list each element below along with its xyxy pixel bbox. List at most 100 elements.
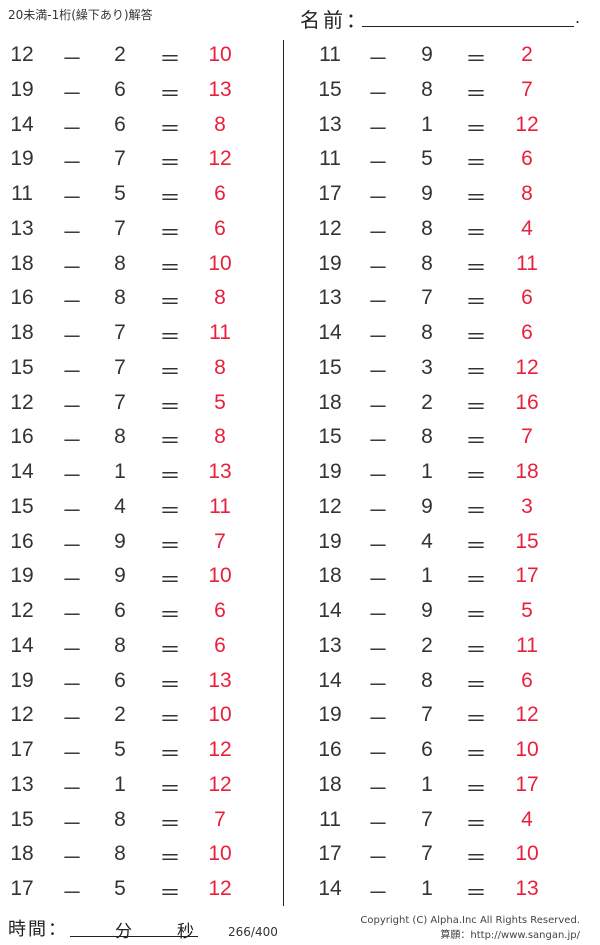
problem-row: 16 － 6 ＝ 10 [0, 738, 538, 772]
problem-row: 18 － 1 ＝ 17 [0, 564, 538, 598]
subtrahend: 3 [421, 355, 433, 379]
minuend: 17 [10, 738, 34, 761]
subtrahend: 7 [114, 321, 126, 344]
problem-row: 17 － 5 ＝ 12 [0, 738, 290, 772]
minus-sign: － [367, 48, 389, 71]
answer: 12 [515, 112, 539, 136]
equals-sign: ＝ [159, 430, 181, 454]
problem-row: 15 － 8 ＝ 7 [0, 425, 533, 459]
minus-sign: － [367, 882, 389, 905]
subtrahend: 6 [114, 668, 126, 692]
subtrahend: 1 [421, 564, 433, 588]
time-line [70, 936, 198, 937]
problem-row: 19 － 6 ＝ 13 [0, 78, 290, 112]
problem-row: 18 － 8 ＝ 10 [0, 842, 290, 876]
name-line [362, 26, 574, 27]
answer: 8 [214, 355, 226, 379]
answer: 12 [208, 772, 232, 796]
problem-row: 14 － 8 ＝ 6 [0, 669, 533, 703]
equals-sign: ＝ [465, 430, 487, 454]
subtrahend: 9 [421, 43, 433, 66]
subtrahend: 6 [114, 599, 126, 622]
minuend: 15 [318, 425, 342, 449]
minus-sign: － [367, 708, 389, 732]
answer: 7 [521, 77, 533, 101]
problem-row: 12 － 8 ＝ 4 [0, 217, 533, 251]
answer: 11 [516, 633, 538, 657]
minuend: 18 [318, 390, 342, 414]
minuend: 12 [10, 43, 34, 66]
equals-sign: ＝ [159, 395, 181, 419]
equals-sign: ＝ [159, 604, 181, 627]
answer: 18 [515, 460, 539, 483]
minus-sign: － [367, 812, 389, 836]
equals-sign: ＝ [159, 152, 181, 176]
minuend: 18 [10, 251, 34, 275]
answer: 8 [214, 425, 226, 449]
subtrahend: 1 [114, 460, 126, 483]
minuend: 11 [11, 182, 33, 205]
minuend: 14 [10, 112, 34, 136]
problem-row: 15 － 8 ＝ 7 [0, 78, 533, 112]
problem-row: 16 － 8 ＝ 8 [0, 425, 290, 459]
minus-sign: － [61, 187, 83, 210]
subtrahend: 9 [421, 599, 433, 622]
minus-sign: － [61, 569, 83, 593]
problem-row: 12 － 7 ＝ 5 [0, 391, 290, 425]
minuend: 19 [10, 147, 34, 171]
equals-sign: ＝ [465, 82, 487, 106]
minus-sign: － [61, 847, 83, 871]
problem-row: 11 － 5 ＝ 6 [0, 147, 533, 181]
equals-sign: ＝ [159, 187, 181, 210]
answer: 8 [214, 112, 226, 136]
problem-row: 14 － 1 ＝ 13 [0, 877, 538, 911]
subtrahend: 6 [114, 112, 126, 136]
problem-row: 14 － 1 ＝ 13 [0, 460, 290, 494]
problem-row: 13 － 7 ＝ 6 [0, 286, 533, 320]
answer: 12 [515, 703, 539, 727]
subtrahend: 8 [421, 251, 433, 275]
subtrahend: 9 [421, 494, 433, 518]
minuend: 16 [10, 286, 34, 310]
answer: 13 [208, 77, 232, 101]
minuend: 15 [318, 355, 342, 379]
minuend: 19 [318, 251, 342, 275]
answer: 12 [515, 355, 539, 379]
minus-sign: － [367, 499, 389, 523]
minuend: 17 [318, 182, 342, 205]
minus-sign: － [61, 430, 83, 454]
minus-sign: － [367, 465, 389, 488]
equals-sign: ＝ [465, 604, 487, 627]
minus-sign: － [61, 743, 83, 766]
minuend: 11 [319, 807, 341, 831]
minus-sign: － [367, 256, 389, 280]
subtrahend: 2 [114, 703, 126, 727]
minuend: 13 [318, 286, 342, 310]
answer: 10 [208, 251, 232, 275]
subtrahend: 8 [114, 633, 126, 657]
equals-sign: ＝ [465, 256, 487, 280]
subtrahend: 7 [421, 842, 433, 866]
answer: 6 [521, 321, 533, 344]
copyright-text: Copyright (C) Alpha.Inc All Rights Reser… [360, 915, 580, 926]
equals-sign: ＝ [465, 812, 487, 836]
answer: 10 [208, 43, 232, 66]
minuend: 12 [318, 494, 342, 518]
subtrahend: 1 [421, 772, 433, 796]
problem-row: 19 － 1 ＝ 18 [0, 460, 538, 494]
minus-sign: － [61, 360, 83, 384]
answer: 6 [214, 216, 226, 240]
minus-sign: － [61, 673, 83, 697]
equals-sign: ＝ [159, 569, 181, 593]
subtrahend: 8 [421, 321, 433, 344]
problem-row: 14 － 9 ＝ 5 [0, 599, 533, 633]
minus-sign: － [367, 360, 389, 384]
subtrahend: 1 [421, 112, 433, 136]
subtrahend: 8 [114, 286, 126, 310]
minus-sign: － [61, 708, 83, 732]
problem-row: 17 － 7 ＝ 10 [0, 842, 538, 876]
equals-sign: ＝ [465, 847, 487, 871]
answer: 11 [209, 321, 231, 344]
minuend: 15 [10, 355, 34, 379]
equals-sign: ＝ [159, 221, 181, 245]
